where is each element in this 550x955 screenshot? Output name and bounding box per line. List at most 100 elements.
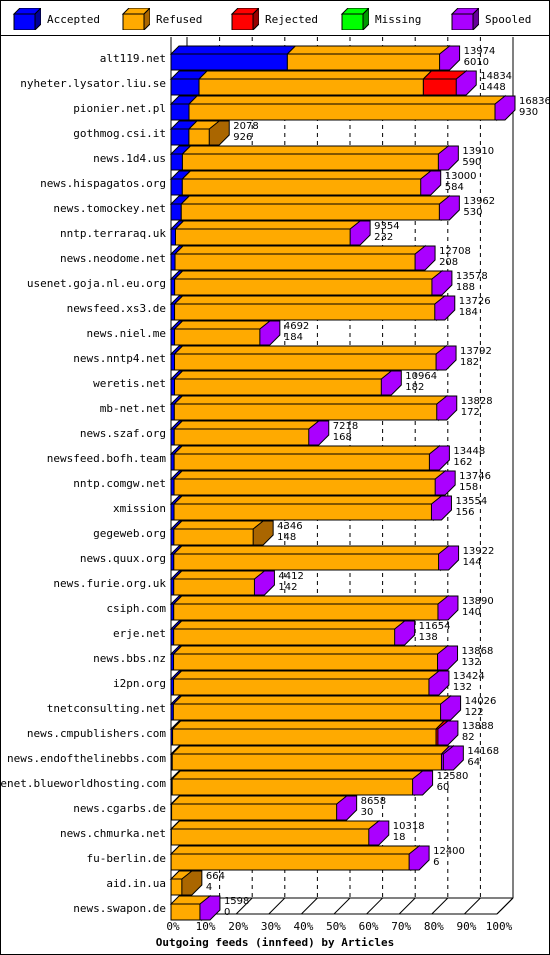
row-label-usenet-blueworldhosting-com: usenet.blueworldhosting.com xyxy=(0,777,166,790)
row-label-news-chmurka-net: news.chmurka.net xyxy=(60,827,166,840)
floor-tick-100 xyxy=(496,897,514,915)
value-accepted-usenet-blueworldhosting-com: 60 xyxy=(437,782,450,793)
value-accepted-news-cmpublishers-com: 82 xyxy=(462,732,475,743)
value-total-news-tomockey-net: 13962 xyxy=(463,196,495,207)
legend-item-rejected: Rejected xyxy=(229,7,318,31)
value-total-alt119-net: 13974 xyxy=(464,46,496,57)
bar-news-bbs-nz-endcap xyxy=(437,645,459,671)
value-accepted-xmission: 156 xyxy=(455,507,474,518)
floor-tick-40 xyxy=(301,897,318,915)
bar-usenet-blueworldhosting-com-refused xyxy=(170,770,424,796)
value-accepted-nyheter-lysator-liu-se: 1448 xyxy=(480,82,505,93)
row-label-news-bbs-nz: news.bbs.nz xyxy=(93,652,166,665)
x-tick-label-50: 50% xyxy=(326,920,346,933)
bar-news-furie-org-uk-refused xyxy=(172,570,266,596)
legend-swatch-rejected-front xyxy=(231,13,254,30)
bar-news-nntp4-net-endcap xyxy=(435,345,457,371)
bar-i2pn-org-endcap xyxy=(428,670,450,696)
bar-pionier-net-pl-refused xyxy=(187,95,507,121)
legend-label-missing: Missing xyxy=(375,12,422,26)
row-label-newsfeed-bofh-team: newsfeed.bofh.team xyxy=(47,452,167,465)
value-accepted-news-furie-org-uk: 142 xyxy=(278,582,297,593)
bar-pionier-net-pl-endcap xyxy=(494,95,516,121)
bar-news-chmurka-net-endcap xyxy=(368,820,390,846)
value-total-gegeweb-org: 4346 xyxy=(277,521,302,532)
row-label-gothmog-csi-it: gothmog.csi.it xyxy=(73,127,166,140)
value-accepted-news-chmurka-net: 18 xyxy=(393,832,406,843)
value-total-news-szaf-org: 7218 xyxy=(333,421,358,432)
bar-news-niel-me-refused xyxy=(173,320,272,346)
bar-newsfeed-xs3-de-endcap xyxy=(434,295,456,321)
row-label-nyheter-lysator-liu-se: nyheter.lysator.liu.se xyxy=(20,77,166,90)
legend-swatch-spooled xyxy=(450,8,479,30)
bar-nntp-comgw-net-endcap xyxy=(434,470,456,496)
x-tick-label-20: 20% xyxy=(228,920,248,933)
bar-news-neodome-net-endcap xyxy=(414,245,436,271)
bar-tnetconsulting-net-endcap xyxy=(440,695,462,721)
bar-gegeweb-org-endcap xyxy=(252,520,274,546)
value-total-nntp-comgw-net: 13746 xyxy=(459,471,491,482)
legend-swatch-missing-front xyxy=(341,13,364,30)
x-tick-label-10: 10% xyxy=(196,920,216,933)
value-total-news-nntp4-net: 13792 xyxy=(460,346,492,357)
value-total-news-endofthelinebbs-com: 14168 xyxy=(467,746,499,757)
row-label-alt119-net: alt119.net xyxy=(100,52,166,65)
row-label-news-neodome-net: news.neodome.net xyxy=(60,252,166,265)
x-tick-label-60: 60% xyxy=(359,920,379,933)
bar-news-hispagatos-org-endcap xyxy=(420,170,442,196)
legend-label-refused: Refused xyxy=(156,12,203,26)
row-label-news-furie-org-uk: news.furie.org.uk xyxy=(53,577,166,590)
bar-usenet-goja-nl-eu-org-endcap xyxy=(431,270,453,296)
value-accepted-pionier-net-pl: 930 xyxy=(519,107,538,118)
value-accepted-news-1d4-us: 590 xyxy=(462,157,481,168)
legend-item-spooled: Spooled xyxy=(449,7,531,31)
value-total-gothmog-csi-it: 2078 xyxy=(233,121,258,132)
value-accepted-news-hispagatos-org: 584 xyxy=(445,182,464,193)
value-total-mb-net-net: 13828 xyxy=(461,396,493,407)
value-total-weretis-net: 10964 xyxy=(405,371,437,382)
row-label-news-szaf-org: news.szaf.org xyxy=(80,427,166,440)
bar-tnetconsulting-net-refused xyxy=(172,695,452,721)
value-total-news-swapon-de: 1598 xyxy=(224,896,249,907)
legend-swatch-refused-front xyxy=(122,13,145,30)
row-label-news-1d4-us: news.1d4.us xyxy=(93,152,166,165)
floor-tick-20 xyxy=(235,897,253,915)
legend-item-refused: Refused xyxy=(120,7,202,31)
row-label-newsfeed-xs3-de: newsfeed.xs3.de xyxy=(67,302,166,315)
bar-aid-in-ua-endcap xyxy=(181,870,203,896)
bar-news-cmpublishers-com-refused xyxy=(171,720,446,746)
row-label-nntp-comgw-net: nntp.comgw.net xyxy=(73,477,166,490)
bar-news-endofthelinebbs-com-endcap xyxy=(442,745,464,771)
x-tick-label-90: 90% xyxy=(456,920,476,933)
bar-news-szaf-org-refused xyxy=(173,420,320,446)
value-accepted-aid-in-ua: 4 xyxy=(206,882,212,893)
bar-news-szaf-org-endcap xyxy=(308,420,330,446)
bar-news-furie-org-uk-endcap xyxy=(253,570,275,596)
row-label-tnetconsulting-net: tnetconsulting.net xyxy=(47,702,166,715)
legend-label-spooled: Spooled xyxy=(485,12,532,26)
value-accepted-nntp-comgw-net: 158 xyxy=(459,482,478,493)
value-accepted-mb-net-net: 172 xyxy=(461,407,480,418)
bar-news-neodome-net-refused xyxy=(173,245,427,271)
bar-news-tomockey-net-refused xyxy=(180,195,451,221)
bar-alt119-net-endcap xyxy=(439,45,461,71)
value-accepted-usenet-goja-nl-eu-org: 188 xyxy=(456,282,475,293)
value-total-aid-in-ua: 664 xyxy=(206,871,225,882)
value-accepted-news-niel-me: 184 xyxy=(284,332,303,343)
value-total-news-bbs-nz: 13868 xyxy=(462,646,494,657)
value-accepted-newsfeed-xs3-de: 184 xyxy=(459,307,478,318)
x-tick-label-0: 0% xyxy=(166,920,180,933)
legend-swatch-refused xyxy=(121,8,150,30)
value-total-news-furie-org-uk: 4412 xyxy=(278,571,303,582)
value-accepted-news-endofthelinebbs-com: 64 xyxy=(467,757,480,768)
bar-news-swapon-de-endcap xyxy=(199,895,221,921)
value-accepted-news-tomockey-net: 530 xyxy=(463,207,482,218)
row-label-csiph-com: csiph.com xyxy=(106,602,166,615)
bar-erje-net-refused xyxy=(172,620,406,646)
value-total-news-quux-org: 13922 xyxy=(463,546,495,557)
bar-news-hispagatos-org-refused xyxy=(181,170,432,196)
bar-news-cmpublishers-com-endcap xyxy=(437,720,459,746)
legend: Accepted Refused Rejected Mis xyxy=(1,1,549,36)
row-label-news-swapon-de: news.swapon.de xyxy=(73,902,166,915)
row-label-news-tomockey-net: news.tomockey.net xyxy=(53,202,166,215)
